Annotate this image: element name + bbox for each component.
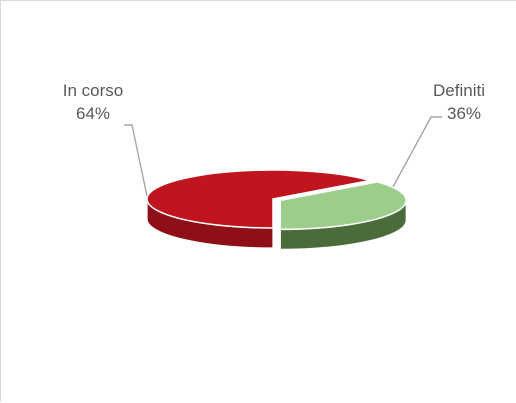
leader-line-in-corso — [124, 124, 148, 197]
slice-value-definiti: 36% — [447, 104, 481, 123]
data-labels: In corso 64% Definiti 36% — [63, 81, 485, 123]
slice-label-definiti: Definiti — [433, 81, 485, 100]
pie-slice-definiti — [279, 181, 407, 231]
leader-lines — [124, 116, 442, 197]
pie-slice-in-corso — [146, 169, 371, 229]
slice-value-in-corso: 64% — [76, 104, 110, 123]
slice-label-in-corso: In corso — [63, 81, 123, 100]
leader-line-definiti — [392, 116, 442, 188]
pie-slices — [146, 169, 407, 231]
